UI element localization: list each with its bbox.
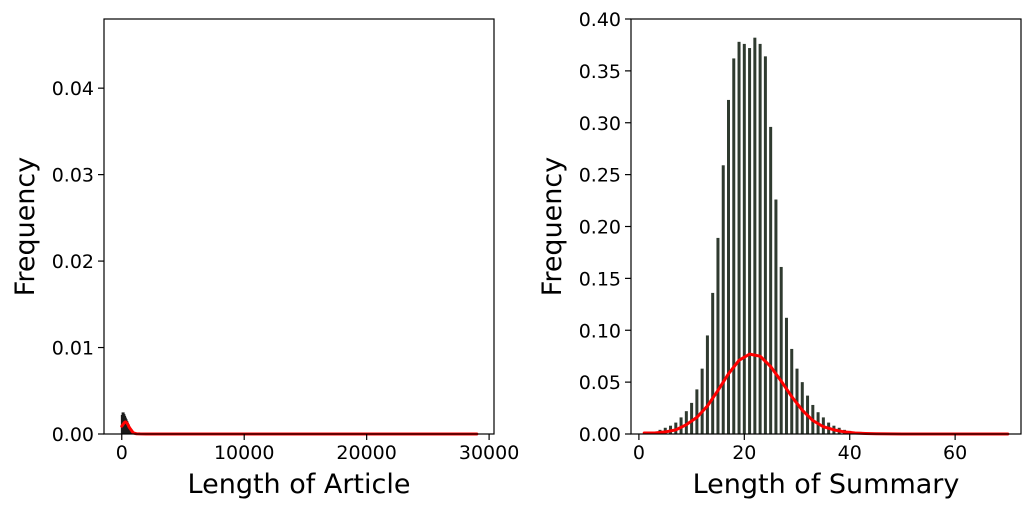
summary-x-tick-label: 0 [633,442,645,464]
summary-histogram-bar [758,43,762,435]
article-axes-frame [103,18,495,435]
summary-histogram-bar [774,199,778,434]
article-y-tick-label: 0.01 [52,338,94,360]
summary-y-axis-label: Frequency [537,157,568,297]
summary-histogram-bar [684,411,688,434]
summary-y-tick-label: 0.40 [579,9,621,31]
article-x-tick-label: 30000 [459,442,519,464]
summary-y-ticks: 0.00 0.05 0.10 0.15 0.20 0.25 0.30 0.35 0.40 [579,9,631,446]
summary-y-tick-label: 0.25 [579,165,621,187]
article-x-tick-label: 10000 [214,442,274,464]
summary-histogram-bar [742,43,746,435]
summary-histogram-bar [753,37,757,435]
summary-histogram-bar [784,317,788,434]
summary-histogram-bar [748,48,752,435]
summary-x-ticks: 0 20 40 60 [633,434,967,464]
article-x-tick-label: 0 [116,442,128,464]
article-y-axis-label: Frequency [10,157,41,297]
summary-x-tick-label: 20 [732,442,756,464]
summary-y-tick-label: 0.05 [579,372,621,394]
article-y-tick-label: 0.00 [52,424,94,446]
summary-y-tick-label: 0.00 [579,424,621,446]
summary-histogram-bar [695,389,699,434]
summary-y-tick-label: 0.15 [579,268,621,290]
article-x-tick-label: 20000 [336,442,396,464]
article-y-tick-label: 0.03 [52,165,94,187]
summary-histogram-bar [716,237,720,434]
summary-histogram-bar [700,368,704,434]
summary-histogram-bar [711,292,715,434]
article-y-tick-label: 0.04 [52,78,94,100]
article-density-curve [120,420,479,436]
summary-histogram-bars [658,37,878,435]
summary-y-tick-label: 0.10 [579,320,621,342]
summary-histogram-bar [690,402,694,435]
summary-histogram-bar [732,58,736,435]
summary-histogram-bar [790,348,794,434]
summary-density-curve [642,352,1010,436]
summary-histogram-bar [721,165,725,435]
article-x-ticks: 0 10000 20000 30000 [116,434,519,464]
summary-length-chart: 0 20 40 60 0.00 0.05 0.10 0.15 0.20 0.25 0.30 0.35… [537,9,1022,500]
article-x-axis-label: Length of Article [188,469,411,500]
summary-histogram-bar [769,126,773,435]
summary-x-axis-label: Length of Summary [693,469,960,500]
summary-histogram-bar [737,41,741,434]
article-y-ticks: 0.00 0.01 0.02 0.03 0.04 [52,78,104,446]
summary-histogram-bar [779,266,783,434]
summary-histogram-bar [705,335,709,434]
summary-histogram-bar [763,56,767,434]
summary-x-tick-label: 60 [943,442,967,464]
summary-x-tick-label: 40 [838,442,862,464]
summary-y-tick-label: 0.30 [579,113,621,135]
article-length-chart: 0 10000 20000 30000 0.00 0.01 0.02 0.03 0.04 Le… [10,18,519,500]
summary-histogram-bar [727,99,730,435]
summary-axes-frame [630,18,1022,435]
article-y-tick-label: 0.02 [52,251,94,273]
summary-y-tick-label: 0.35 [579,61,621,83]
summary-y-tick-label: 0.20 [579,217,621,239]
